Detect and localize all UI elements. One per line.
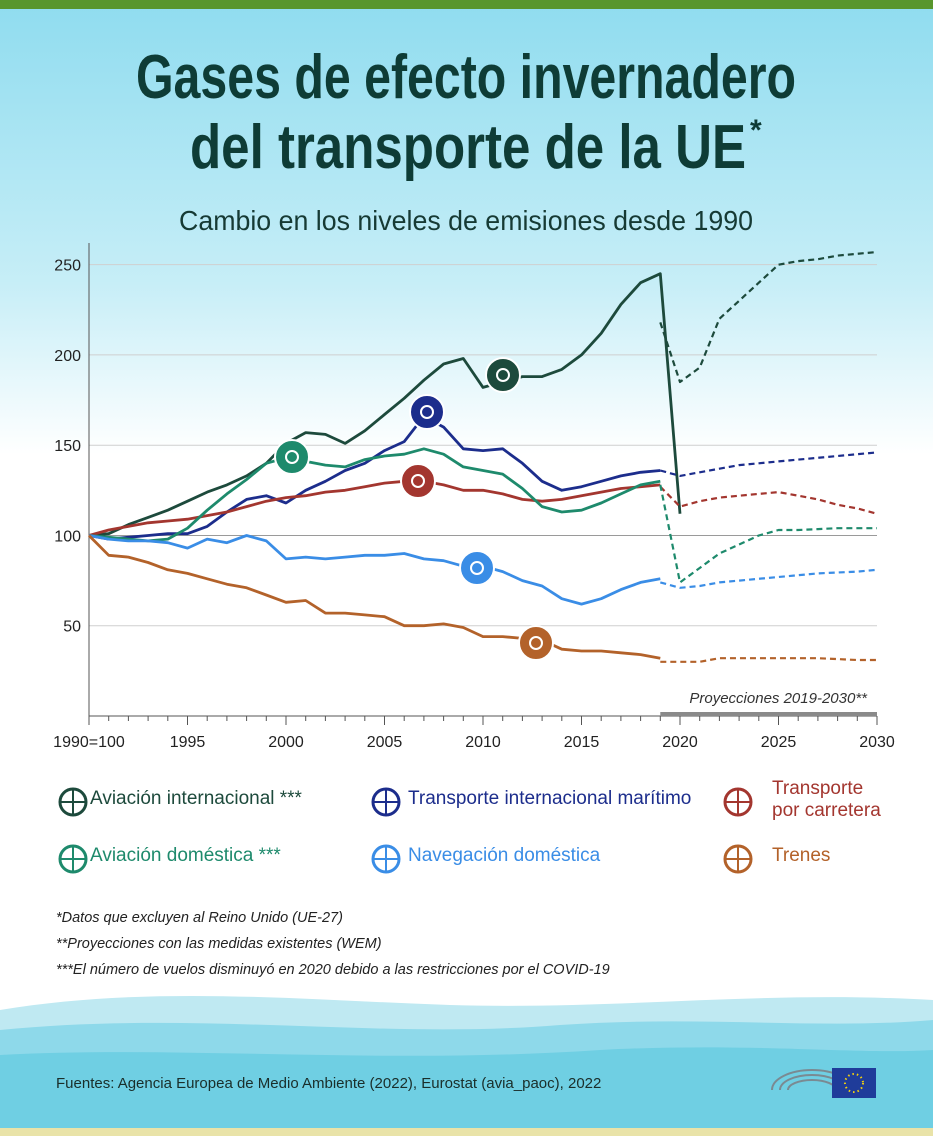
legend-icon	[373, 846, 399, 872]
source: Fuentes: Agencia Europea de Medio Ambien…	[56, 1075, 601, 1092]
x-tick-label: 2000	[268, 734, 304, 751]
line-badge	[275, 440, 309, 474]
top-bar	[0, 0, 933, 9]
x-tick-label: 1995	[170, 734, 206, 751]
subtitle: Cambio en los niveles de emisiones desde…	[179, 205, 753, 236]
x-tick-label: 1990=100	[53, 734, 125, 751]
legend-icon	[60, 846, 86, 872]
legend-label: Transporte internacional marítimo	[408, 788, 691, 810]
y-tick-label: 250	[54, 258, 81, 275]
title: Gases de efecto invernadero	[136, 43, 796, 112]
y-tick-label: 100	[54, 528, 81, 545]
line-badge	[519, 626, 553, 660]
footnote: *Datos que excluyen al Reino Unido (UE-2…	[56, 910, 343, 926]
legend-label: Aviación doméstica ***	[90, 845, 281, 867]
page: html, body { margin: 0; padding: 0; } bo…	[0, 0, 933, 1136]
footnote: ***El número de vuelos disminuyó en 2020…	[56, 962, 610, 978]
legend-icon	[725, 789, 751, 815]
y-tick-label: 200	[54, 348, 81, 365]
title: del transporte de la UE	[190, 113, 746, 182]
x-tick-label: 2025	[761, 734, 797, 751]
legend-label: Aviación internacional ***	[90, 788, 302, 810]
legend-icon	[725, 846, 751, 872]
canvas: Gases de efecto invernadero del transpor…	[0, 0, 933, 1136]
projection-label: Proyecciones 2019-2030**	[689, 690, 868, 707]
legend-label: Navegación doméstica	[408, 845, 600, 867]
legend-label: Trenes	[772, 845, 830, 867]
x-tick-label: 2010	[465, 734, 501, 751]
projection-bar	[660, 712, 877, 716]
y-tick-label: 50	[63, 619, 81, 636]
x-tick-label: 2005	[367, 734, 403, 751]
bottom-bar	[0, 1128, 933, 1136]
line-badge	[486, 358, 520, 392]
title-mark: *	[750, 114, 762, 147]
y-tick-label: 150	[54, 438, 81, 455]
line-badge	[401, 464, 435, 498]
legend-label: Transporte por carretera	[772, 778, 892, 822]
infographic: {"chart_data": { "type": "line", "title_…	[0, 0, 933, 1136]
x-tick-label: 2020	[662, 734, 698, 751]
line-badge	[410, 395, 444, 429]
legend-icon	[60, 789, 86, 815]
line-badge	[460, 551, 494, 585]
x-tick-label: 2015	[564, 734, 600, 751]
legend-icon	[373, 789, 399, 815]
footnote: **Proyecciones con las medidas existente…	[56, 936, 382, 952]
x-tick-label: 2030	[859, 734, 895, 751]
